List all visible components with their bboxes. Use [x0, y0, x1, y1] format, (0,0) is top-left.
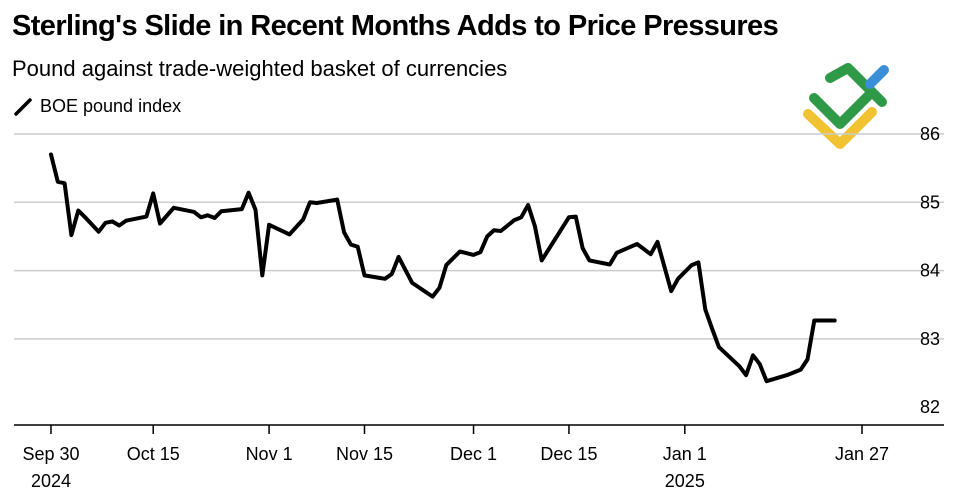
logo-blue-stroke	[865, 65, 889, 89]
x-tick-sublabel-6: 2025	[665, 471, 705, 491]
legend-label: BOE pound index	[40, 96, 182, 116]
x-tick-label-3: Nov 15	[336, 444, 393, 464]
legend: BOE pound index	[14, 96, 181, 117]
x-tick-label-5: Dec 15	[540, 444, 597, 464]
series-layer	[49, 152, 837, 384]
gridlines	[14, 133, 944, 340]
x-tick-label-2: Nov 1	[246, 444, 293, 464]
logo-yellow-stroke	[803, 107, 877, 149]
y-tick-label-86: 86	[920, 124, 940, 144]
y-tick-label-84: 84	[920, 261, 940, 281]
logo-green-stroke	[809, 89, 875, 129]
x-tick-label-4: Dec 1	[450, 444, 497, 464]
logo-green-arc	[825, 63, 887, 107]
y-axis-labels: 82 83 84 85 86	[920, 124, 940, 417]
chart-subtitle: Pound against trade-weighted basket of c…	[12, 56, 508, 81]
x-tick-label-1: Oct 15	[127, 444, 180, 464]
x-axis	[14, 424, 944, 434]
y-tick-label-83: 83	[920, 329, 940, 349]
y-tick-label-82: 82	[920, 397, 940, 417]
legend-line-icon	[14, 97, 32, 116]
brand-logo-icon	[803, 63, 889, 149]
x-tick-label-0: Sep 30	[22, 444, 79, 464]
x-tick-label-6: Jan 1	[663, 444, 707, 464]
x-tick-label-7: Jan 27	[835, 444, 889, 464]
series-line-0	[49, 152, 837, 384]
y-tick-label-85: 85	[920, 192, 940, 212]
x-tick-sublabel-0: 2024	[31, 471, 71, 491]
x-axis-labels: Sep 30 2024 Oct 15 Nov 1 Nov 15 Dec 1 Dec 15 Ja…	[22, 444, 889, 491]
chart-title: Sterling's Slide in Recent Months Adds t…	[12, 10, 779, 42]
